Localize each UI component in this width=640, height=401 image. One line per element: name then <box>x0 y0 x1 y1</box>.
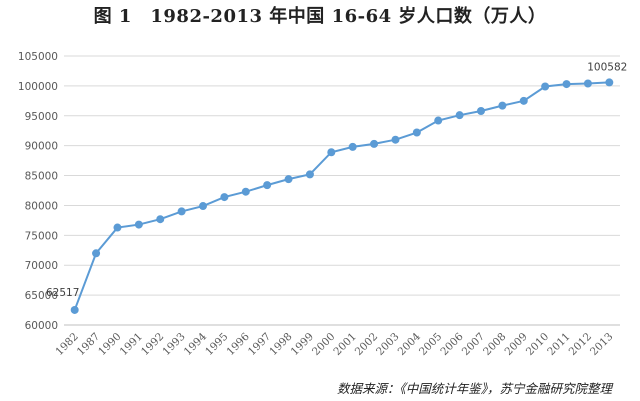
x-tick-label: 1993 <box>160 331 187 358</box>
data-point <box>477 106 485 115</box>
x-tick-label: 2004 <box>396 330 424 358</box>
x-tick-label: 2001 <box>331 331 358 358</box>
x-tick-label: 1994 <box>182 330 210 358</box>
data-source-note: 数据来源：《中国统计年鉴》，苏宁金融研究院整理 <box>336 381 612 396</box>
data-point <box>113 223 122 232</box>
x-tick-label: 2003 <box>374 331 401 358</box>
data-point <box>605 78 614 87</box>
x-tick-label: 1999 <box>289 331 316 358</box>
data-point <box>220 193 229 202</box>
data-point <box>562 80 571 89</box>
y-tick-label: 80000 <box>25 200 58 212</box>
series-line <box>70 78 614 314</box>
data-point <box>177 207 186 216</box>
x-tick-label: 2011 <box>545 331 572 358</box>
x-tick-label: 1992 <box>139 331 166 358</box>
data-point <box>241 187 250 196</box>
data-point <box>412 128 421 137</box>
data-point <box>70 305 79 314</box>
x-tick-label: 2006 <box>438 330 466 358</box>
x-tick-label: 2007 <box>460 331 487 358</box>
data-point <box>541 82 550 91</box>
y-tick-label: 95000 <box>25 111 58 123</box>
x-tick-label: 2010 <box>524 331 551 358</box>
data-point <box>156 215 165 224</box>
data-point <box>348 142 357 151</box>
x-tick-label: 2008 <box>481 331 508 358</box>
y-tick-label: 105000 <box>18 51 58 63</box>
data-point <box>263 181 272 190</box>
data-point <box>519 96 528 105</box>
x-tick-label: 1990 <box>96 331 123 358</box>
y-tick-label: 90000 <box>25 141 58 153</box>
x-tick-label: 1995 <box>203 331 230 358</box>
data-point <box>583 79 592 88</box>
y-tick-label: 85000 <box>25 171 58 183</box>
gridlines <box>64 55 620 326</box>
x-tick-label: 2012 <box>567 331 594 358</box>
data-label: 62517 <box>46 287 79 299</box>
data-label: 100582 <box>587 61 627 73</box>
data-point <box>305 170 314 179</box>
data-point <box>284 175 293 184</box>
data-point <box>455 111 464 120</box>
x-tick-label: 1998 <box>267 331 294 358</box>
y-tick-label: 100000 <box>18 81 58 93</box>
x-tick-label: 1996 <box>225 330 253 358</box>
x-tick-label: 2009 <box>503 331 530 358</box>
x-tick-label: 1982 <box>53 331 80 358</box>
data-point <box>134 220 143 229</box>
x-tick-label: 2013 <box>588 331 615 358</box>
x-tick-label: 1991 <box>118 331 145 358</box>
chart-title: 图 1 1982-2013 年中国 16-64 岁人口数（万人） <box>93 6 547 27</box>
x-tick-label: 1997 <box>246 331 273 358</box>
y-tick-label: 70000 <box>25 260 58 272</box>
data-point <box>498 101 507 110</box>
y-tick-label: 65000 <box>25 290 58 302</box>
data-point <box>434 116 443 125</box>
data-point <box>199 202 207 211</box>
y-axis: 60000 65000 70000 75000 80000 85000 90000 95000… <box>18 51 58 332</box>
data-labels: 62517 100582 <box>46 61 627 299</box>
x-tick-label: 2000 <box>310 331 337 358</box>
y-tick-label: 60000 <box>25 320 58 332</box>
x-tick-label: 2005 <box>417 331 444 358</box>
data-point <box>370 139 379 148</box>
series-line-path <box>73 81 610 311</box>
x-axis: 1982198719901991199219931994199519961997… <box>53 324 620 358</box>
data-point <box>327 148 336 157</box>
data-point <box>391 135 400 144</box>
x-tick-label: 1987 <box>75 331 102 358</box>
data-point <box>92 249 101 258</box>
y-tick-label: 75000 <box>25 230 58 242</box>
x-tick-label: 2002 <box>353 331 380 358</box>
